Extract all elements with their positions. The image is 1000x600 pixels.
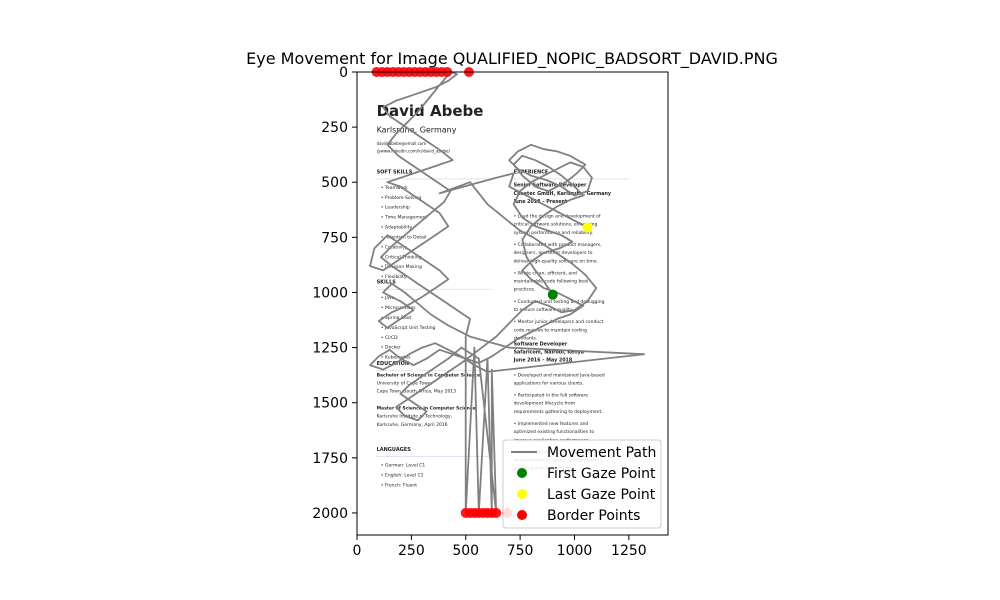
resume-list-item: • Docker [381,345,401,351]
legend-first-label: First Gaze Point [547,466,656,482]
resume-bullet-line: critical software solutions, enhancing [514,222,598,228]
resume-bullet-line: • Collaborated with product managers, [514,242,602,248]
x-tick-label: 750 [507,543,534,559]
resume-bullet-line: to ensure software quality. [514,307,574,313]
resume-list-item: • Kubernetes [381,355,411,361]
movement-path-line [369,71,645,514]
resume-list-item: • Problem-Solving [381,195,422,201]
y-tick-label: 2000 [312,506,348,522]
resume-list-item: • Time Management [381,215,427,221]
resume-bullet-line: • Wrote clean, efficient, and [514,270,577,276]
resume-bullet-line: maintainable code following best [514,279,589,285]
resume-bullet-line: code reviews to maintain coding [514,327,587,333]
legend-path-label: Movement Path [547,445,656,461]
resume-bullet-line: designers, and other developers to [514,250,593,256]
y-tick-label: 0 [339,65,348,81]
resume-list-item: • Decision Making [381,264,422,270]
resume-list-item: • Spring Boot [381,315,412,321]
legend-border-label: Border Points [547,508,640,524]
resume-list-item: • Microservices [381,305,416,311]
resume-bullet-line: optimized existing functionalities to [514,429,595,435]
legend-box [502,439,662,529]
resume-bullet-line: • Conducted unit testing and debugging [514,299,605,305]
resume-job-dates: June 2016 – May 2018 [513,358,573,364]
resume-bullet-line: • Lead the design and development of [514,214,601,220]
resume-list-item: • Teamwork [381,185,408,191]
resume-bullet-line: • Developed and maintained Java-based [514,372,605,378]
y-tick-label: 250 [321,120,348,136]
y-tick-label: 1750 [312,451,348,467]
y-tick-label: 1000 [312,285,348,301]
resume-list-item: • German: Level C1 [381,463,426,469]
resume-list-item: • JavaScript Unit Testing [381,325,436,331]
first-gaze-point [547,289,558,300]
y-axis: 0 250 500 750 1000 1250 1500 1750 2000 [312,65,357,522]
resume-section-heading: SOFT SKILLS [377,169,413,175]
resume-location: Karlsruhe, Germany [377,126,457,135]
resume-job-company: Safaricom, Nairobi, Kenya [514,350,584,356]
legend: Movement Path First Gaze Point Last Gaze… [502,439,662,529]
movement-path [369,71,645,514]
legend-first-swatch [517,468,527,478]
resume-bullet-line: practices. [514,287,536,293]
resume-education-line: Karlsruhe, Germany, April 2016 [377,422,448,428]
resume-job-title: Software Developer [514,341,568,347]
legend-border-swatch [517,510,527,520]
axes-border [356,71,669,536]
resume-bullet-line: applications for various clients. [514,380,584,386]
resume-contact: @www.linkedin.com/in/david_abebe/ [377,148,451,153]
resume-education-line: Bachelor of Science in Computer Science [377,372,481,378]
resume-section-heading: LANGUAGES [377,447,412,453]
resume-list-item: • Leadership [381,205,410,211]
resume-section-heading: EXPERIENCE [514,169,549,175]
resume-bullet-line: development lifecycle from [514,401,576,407]
x-tick-label: 1250 [611,543,647,559]
resume-bullet-line: requirements gathering to deployment. [514,409,603,415]
chart-title: Eye Movement for Image QUALIFIED_NOPIC_B… [246,49,778,69]
x-tick-label: 500 [452,543,479,559]
resume-bullet-line: • Mentor junior developers and conduct [514,319,604,325]
resume-education-line: University of Cape Town, [377,380,433,386]
resume-list-item: • CI/CD [381,335,398,341]
resume-bullet-line: deliver high-quality software on time. [514,258,599,264]
resume-section-heading: SKILLS [377,280,397,286]
resume-education-line: Master of Science in Computer Science [377,406,476,412]
legend-last-swatch [517,489,527,499]
x-tick-label: 250 [398,543,425,559]
resume-name: David Abebe [377,102,484,120]
y-tick-label: 500 [321,175,348,191]
resume-list-item: • Java [381,295,395,301]
last-gaze-point [582,222,593,233]
x-axis: 0 250 500 750 1000 1250 [353,535,647,559]
resume-list-item: • English: Level C1 [381,473,424,479]
resume-list-item: • Attention to Detail [381,234,427,240]
resume-bullet-line: • Implemented new features and [514,421,589,427]
resume-job-company: Cheetec GmbH, Karlsruhe, Germany [514,191,612,197]
resume-list-item: • French: Fluent [381,482,417,488]
legend-last-label: Last Gaze Point [547,487,656,503]
resume-list-item: • Flexibility [381,274,407,280]
x-tick-label: 0 [353,543,362,559]
resume-education-line: Karlsruhe Institute of Technology, [377,414,452,420]
y-tick-label: 1250 [312,341,348,357]
resume-job-title: Senior Software Developer [514,183,587,189]
x-tick-label: 1000 [557,543,593,559]
border-point [491,507,502,518]
resume-list-item: • Adaptability [381,225,412,231]
resume-list-item: • Creativity [381,244,407,250]
axes-frame [356,71,669,536]
resume-contact: david.abebe@email.com [377,141,427,146]
resume-education-line: Cape Town, South Africa, May 2013 [377,389,457,395]
resume-bullet-line: standards. [514,335,538,341]
y-tick-label: 750 [321,230,348,246]
y-tick-label: 1500 [312,396,348,412]
resume-bullet-line: • Participated in the full software [514,393,589,399]
